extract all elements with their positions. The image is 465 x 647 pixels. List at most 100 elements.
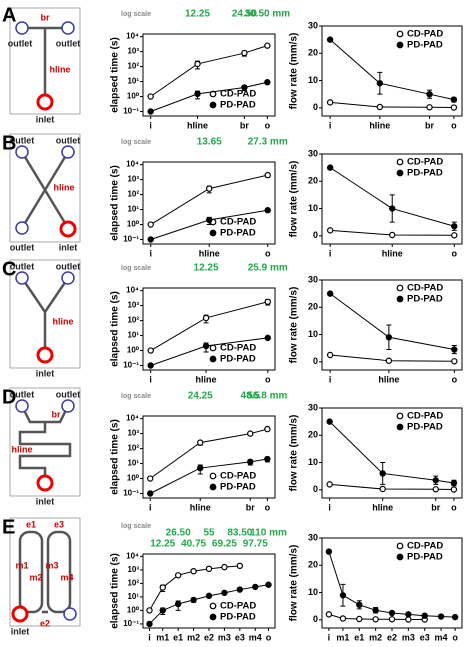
data-point [264,79,271,86]
x-tick-label: hline [382,248,403,258]
legend-label: CD-PAD [407,411,443,422]
data-point [197,439,204,446]
data-point [385,357,393,364]
data-point [405,611,412,618]
y-tick-label: 0 [313,356,318,366]
distance-annotation: 24.25 [188,391,213,402]
x-tick-label: i [328,502,331,512]
legend-marker [209,101,217,109]
data-point [247,430,254,437]
y-tick-label: 30 [308,532,318,542]
data-point [236,562,244,570]
label: inlet [36,496,55,506]
distance-annotation: 24.50 [232,9,257,20]
outlet-port [61,21,75,35]
y-tick-label: 30 [308,148,318,158]
legend-marker [209,613,217,621]
x-tick-label: o [451,120,457,130]
inlet-port [36,474,54,492]
distance-annotation: 56.8 mm [247,391,287,402]
label: hline [52,316,73,326]
distance-annotation: 48.5 [241,391,261,402]
data-point [221,589,228,597]
x-tick-label: br [431,502,440,512]
data-point [206,185,213,192]
x-tick-label: e2 [387,632,397,642]
distance-annotation: 13.65 [197,137,222,148]
frame [9,387,81,497]
data-point [147,490,154,497]
data-point [241,49,248,57]
frame [9,259,81,369]
y-tick-label: 20 [308,176,318,186]
data-point [236,586,244,593]
data-point [190,596,197,604]
schematic: br outlet outlet hline inlet [8,7,81,124]
legend-label: PD-PAD [407,168,443,179]
data-point [202,342,210,350]
data-point [450,96,458,103]
label: outlet [56,135,81,145]
outlet-port [61,271,75,285]
data-point [356,615,363,623]
data-point [147,475,154,482]
legend-marker [209,472,217,480]
plot-frame [321,25,463,117]
x-tick-label: e1 [354,632,364,642]
label: m4 [60,572,73,582]
distance-annotation: 97.75 [243,539,268,550]
log-scale-label: log scale [121,393,151,400]
y-axis-label: elapsed time (s) [110,165,121,241]
channel [22,26,68,97]
data-point [385,334,393,341]
inlet-port [36,93,54,111]
legend-label: PD-PAD [407,552,443,563]
data-point [264,42,271,49]
legend-label: CD-PAD [220,89,256,100]
outlet-port [15,145,29,159]
data-point [326,227,334,234]
x-tick-label: hline [196,374,217,384]
x-tick-label: o [452,374,458,384]
label: br [41,12,50,22]
y-tick-label: 10² [127,316,139,325]
log-scale-label: log scale [121,139,151,146]
series-line [150,45,268,97]
data-point [174,572,182,579]
series-line [329,421,454,484]
y-tick-label: 10⁻¹ [123,107,139,116]
y-tick-label: 10 [308,587,318,597]
y-tick-label: 0 [313,484,318,494]
x-tick-label: i [149,374,152,384]
log-scale-label: log scale [121,265,151,272]
data-point [432,477,439,484]
legend-marker [396,158,404,166]
legend-label: PD-PAD [407,294,443,305]
data-point [147,93,154,100]
data-point [174,600,182,608]
x-tick-label: e3 [235,632,245,642]
label: outlet [8,38,33,48]
outlet-port [15,21,29,35]
y-tick-label: 10⁰ [127,92,140,101]
legend-label: CD-PAD [407,29,443,40]
schematic: outlet outlet hline inlet [9,259,81,378]
schematic: outlet outlet hline outlet inlet [9,133,81,252]
label: outlet [10,261,35,271]
y-tick-label: 0 [313,230,318,240]
y-tick-label: 10⁴ [126,32,139,41]
data-point [264,298,271,305]
data-point [451,223,458,230]
distance-annotation: 26.50 [166,528,191,539]
legend-label: PD-PAD [220,354,256,365]
data-point [326,481,333,488]
y-tick-label: 10² [127,444,139,453]
outlet-port [15,271,29,285]
data-point [450,104,458,111]
plot-frame [321,279,463,371]
legend-label: PD-PAD [220,100,256,111]
data-point [147,347,154,354]
y-tick-label: 10⁻¹ [123,619,139,628]
x-tick-label: o [452,632,458,642]
y-tick-label: 10⁻¹ [123,489,139,498]
